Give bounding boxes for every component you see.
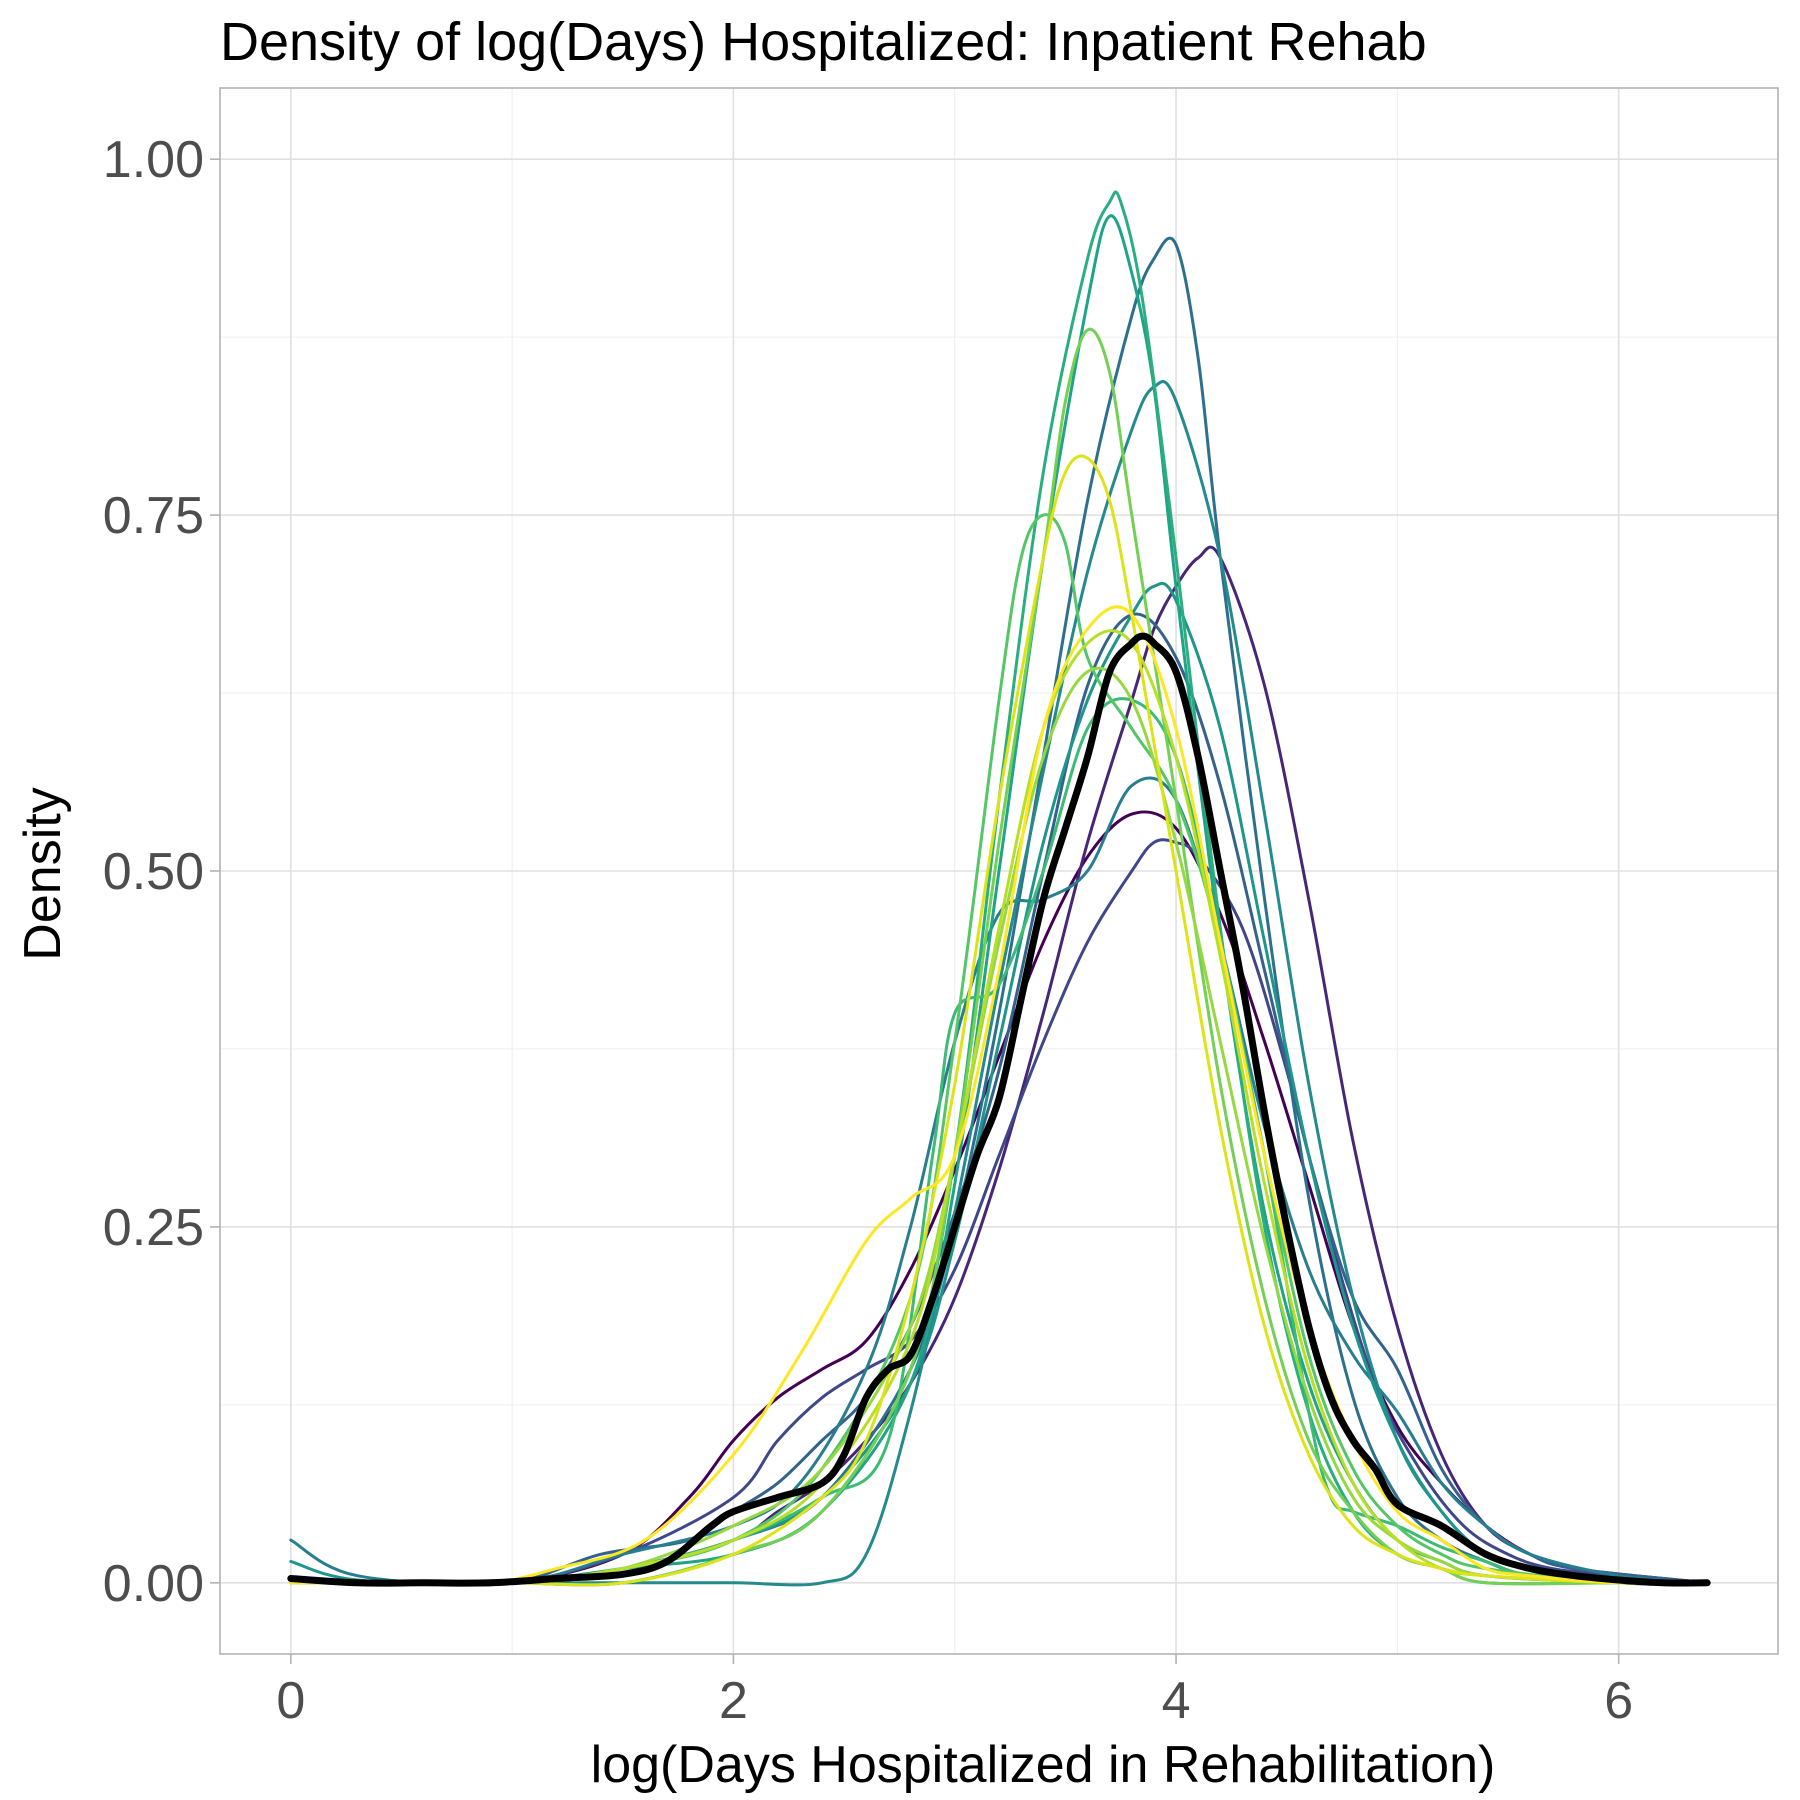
- density-line-17: [289, 605, 1709, 1586]
- chart-title: Density of log(Days) Hospitalized: Inpat…: [220, 12, 1427, 72]
- axis-ticks: [210, 158, 1620, 1664]
- y-axis-title: Density: [14, 787, 72, 960]
- pooled-density-line: [287, 632, 1711, 1587]
- grid-lines: [220, 88, 1778, 1654]
- y-tick-label: 0.25: [103, 1199, 204, 1257]
- x-tick-label: 4: [1162, 1672, 1191, 1730]
- density-line-16: [289, 454, 1709, 1587]
- x-tick-label: 6: [1604, 1672, 1633, 1730]
- density-line-6: [289, 776, 1709, 1586]
- y-tick-label: 1.00: [103, 131, 204, 189]
- density-line-3: [289, 838, 1709, 1587]
- density-line-15: [289, 629, 1709, 1586]
- x-axis-tick-labels: 0 2 4 6: [276, 1672, 1633, 1730]
- y-axis-tick-labels: 0.00 0.25 0.50 0.75 1.00: [103, 131, 204, 1613]
- y-tick-label: 0.75: [103, 487, 204, 545]
- density-line-10: [289, 190, 1709, 1587]
- density-line-11: [289, 697, 1709, 1586]
- x-tick-label: 2: [719, 1672, 748, 1730]
- x-axis-title: log(Days Hospitalized in Rehabilitation): [591, 1736, 1496, 1794]
- y-tick-label: 0.50: [103, 843, 204, 901]
- y-tick-label: 0.00: [103, 1555, 204, 1613]
- x-tick-label: 0: [276, 1672, 305, 1730]
- density-line-9: [289, 214, 1709, 1586]
- density-line-13: [289, 327, 1709, 1587]
- density-series: [287, 190, 1711, 1587]
- density-line-8: [289, 581, 1709, 1586]
